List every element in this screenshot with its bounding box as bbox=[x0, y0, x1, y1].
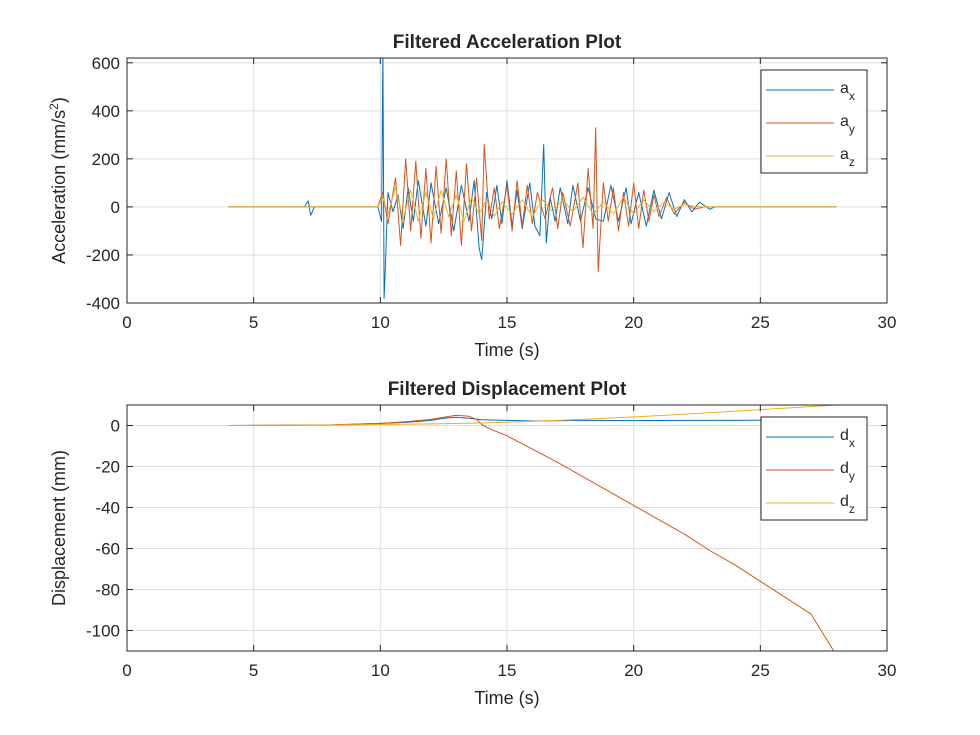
series-line-ay bbox=[228, 127, 837, 273]
x-tick-label: 0 bbox=[122, 313, 131, 332]
legend-label: az bbox=[840, 146, 855, 169]
series-group bbox=[228, 58, 837, 299]
y-tick-label: 0 bbox=[111, 198, 120, 217]
legend-label-sub: x bbox=[849, 436, 855, 450]
legend-label: ay bbox=[840, 113, 855, 136]
acceleration-chart: 0 5 10 15 20 25 30 -400 -200 0 200 400 600 Filtered A… bbox=[47, 32, 896, 360]
x-tick-label: 10 bbox=[371, 661, 390, 680]
legend-label-sub: y bbox=[849, 122, 855, 136]
x-tick-label: 15 bbox=[498, 661, 517, 680]
y-tick-label: -400 bbox=[86, 294, 120, 313]
y-tick-label: -100 bbox=[86, 622, 120, 641]
y-axis-label-main: Displacement (mm) bbox=[49, 450, 69, 606]
legend-label-main: d bbox=[840, 460, 849, 477]
legend-label-main: d bbox=[840, 427, 849, 444]
x-tick-label: 25 bbox=[751, 661, 770, 680]
displacement-chart: 0 5 10 15 20 25 30 -100 -80 -60 -40 -20 0 Filtered Di… bbox=[49, 379, 896, 708]
x-tick-label: 5 bbox=[249, 661, 258, 680]
y-axis-label-main: Acceleration (mm/s bbox=[49, 110, 69, 264]
x-tick-label: 30 bbox=[878, 313, 897, 332]
x-tick-label: 0 bbox=[122, 661, 131, 680]
chart-title: Filtered Displacement Plot bbox=[388, 379, 627, 400]
series-group bbox=[228, 405, 837, 651]
x-axis-label: Time (s) bbox=[474, 688, 539, 708]
legend-label-main: a bbox=[840, 113, 849, 130]
y-tick-label: -200 bbox=[86, 246, 120, 265]
y-tick-label: 0 bbox=[111, 417, 120, 436]
legend-label-sub: x bbox=[849, 89, 855, 103]
legend-label-main: d bbox=[840, 493, 849, 510]
y-tick-label: 200 bbox=[92, 150, 120, 169]
legend-label: dy bbox=[840, 460, 855, 483]
y-axis-label: Acceleration (mm/s2) bbox=[47, 97, 69, 264]
x-tick-label: 20 bbox=[624, 313, 643, 332]
series-line-dy bbox=[228, 414, 835, 651]
y-tick-label: 600 bbox=[92, 54, 120, 73]
legend-label-sub: z bbox=[849, 155, 855, 169]
y-tick-label: -40 bbox=[95, 499, 120, 518]
legend-label: ax bbox=[840, 80, 855, 103]
y-tick-label: -80 bbox=[95, 581, 120, 600]
y-axis-label-sup: 2 bbox=[47, 103, 61, 110]
x-tick-label: 10 bbox=[371, 313, 390, 332]
y-tick-label: -60 bbox=[95, 540, 120, 559]
x-tick-label: 20 bbox=[624, 661, 643, 680]
y-axis-label: Displacement (mm) bbox=[49, 450, 69, 606]
y-axis-label-suffix: ) bbox=[49, 97, 69, 103]
y-tick-label: 400 bbox=[92, 102, 120, 121]
series-line-dz bbox=[228, 405, 837, 426]
legend-label-sub: y bbox=[849, 469, 855, 483]
legend-label: dz bbox=[840, 493, 855, 516]
legend-label-sub: z bbox=[849, 502, 855, 516]
legend-label-main: a bbox=[840, 80, 849, 97]
series-line-az bbox=[228, 187, 837, 222]
x-tick-label: 25 bbox=[751, 313, 770, 332]
y-tick-label: -20 bbox=[95, 458, 120, 477]
x-tick-label: 5 bbox=[249, 313, 258, 332]
x-tick-label: 15 bbox=[498, 313, 517, 332]
legend-label: dx bbox=[840, 427, 855, 450]
x-tick-label: 30 bbox=[878, 661, 897, 680]
chart-title: Filtered Acceleration Plot bbox=[393, 32, 622, 53]
x-axis-label: Time (s) bbox=[474, 340, 539, 360]
legend-label-main: a bbox=[840, 146, 849, 163]
